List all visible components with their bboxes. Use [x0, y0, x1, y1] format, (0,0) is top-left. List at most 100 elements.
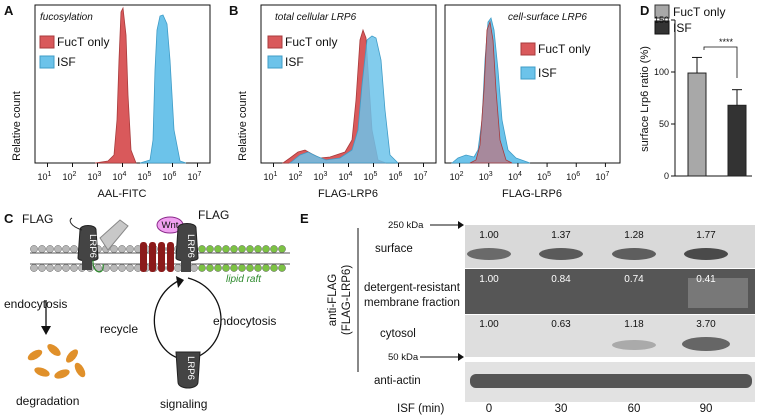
degradation-label: degradation [16, 394, 79, 408]
lipid-head [30, 264, 38, 272]
flag-label-right: FLAG [198, 208, 229, 222]
lipid-head [230, 245, 238, 253]
lipid-head [278, 245, 286, 253]
x-tick-label: 105 [138, 171, 152, 182]
panel-b-surface-xlabel: FLAG-LRP6 [502, 188, 562, 200]
legend-d-fuct-label: FucT only [673, 5, 725, 19]
bar [727, 104, 747, 177]
lrp6-label-left: LRP6 [87, 234, 98, 258]
panel-a-plot [34, 4, 211, 164]
lipid-head [62, 264, 70, 272]
lipid-head [110, 245, 118, 253]
isf-min-label: ISF (min) [397, 403, 444, 415]
timepoint-label: 0 [486, 403, 492, 415]
panel-c-label: C [4, 211, 14, 226]
panel-b-surface-frame [444, 4, 621, 164]
lipid-head [30, 245, 38, 253]
panel-b-ylabel: Relative count [237, 91, 249, 161]
lipid-head [278, 264, 286, 272]
lipid-head [46, 264, 54, 272]
blot-value: 1.00 [479, 274, 499, 285]
lrp6-receptor-left: LRP6 [69, 217, 99, 270]
ligand-wedge [99, 219, 129, 251]
lipid-head [214, 264, 222, 272]
lipid-head [230, 264, 238, 272]
lipid-head [254, 245, 262, 253]
panel-d-bar-chart: 0 50 100 150 [654, 15, 752, 181]
lipid-head [246, 245, 254, 253]
lipid-head [198, 245, 206, 253]
lipid-head [62, 245, 70, 253]
lipid-head [206, 264, 214, 272]
x-tick-label: 102 [289, 171, 303, 182]
x-tick-label: 101 [264, 171, 278, 182]
x-tick-label: 107 [595, 171, 609, 182]
x-tick-label: 104 [113, 171, 127, 182]
blot-drm [465, 269, 755, 314]
degradation-fragments [27, 344, 86, 379]
antibody-label-line1: anti-FLAG [327, 274, 339, 326]
panel-b-total-isf-histogram [288, 35, 399, 164]
lipid-head [46, 245, 54, 253]
marker-250-label: 250 kDa [388, 220, 424, 231]
x-tick-label: 102 [63, 171, 77, 182]
lrp6-label-right: LRP6 [185, 234, 196, 258]
recycle-loop [153, 276, 222, 361]
lipid-head [214, 245, 222, 253]
lipid-head [262, 264, 270, 272]
legend-d-isf-label: ISF [673, 21, 692, 35]
lipid-head [118, 264, 126, 272]
lipid-head [262, 245, 270, 253]
signaling-label: signaling [160, 397, 207, 411]
lipid-head [270, 245, 278, 253]
panel-a-label: A [4, 3, 14, 18]
x-tick-label: 103 [88, 171, 102, 182]
blot-value: 1.00 [479, 230, 499, 241]
panel-a-xticks: 101 102 103 104 105 106 107 [38, 163, 202, 182]
blot-value: 3.70 [696, 319, 716, 330]
panel-e-label: E [300, 211, 309, 226]
x-tick-label: 103 [314, 171, 328, 182]
legend-b-isf-swatch [267, 55, 283, 69]
blot-value: 0.41 [696, 274, 716, 285]
panel-b-label: B [229, 3, 238, 18]
x-tick-label: 104 [508, 171, 522, 182]
lipid-head [70, 245, 78, 253]
blot-value: 1.28 [624, 230, 644, 241]
significance-bracket [703, 46, 738, 78]
x-tick-label: 105 [537, 171, 551, 182]
legend-b2-fuct-swatch [520, 42, 536, 56]
panel-d-label: D [640, 3, 649, 18]
x-tick-label: 104 [339, 171, 353, 182]
lipid-head [118, 245, 126, 253]
y-tick-label: 50 [659, 119, 669, 129]
row-actin-label: anti-actin [374, 375, 421, 387]
legend-b2-isf-swatch [520, 66, 536, 80]
lipid-head [222, 264, 230, 272]
blot-value: 1.77 [696, 230, 716, 241]
lipid-head [238, 245, 246, 253]
panel-a-fuct-histogram [94, 6, 137, 164]
green-loop [92, 259, 104, 273]
panel-b-total-xticks: 101 102 103 104 105 106 107 [264, 163, 428, 182]
x-tick-label: 103 [479, 171, 493, 182]
row-drm-label-1: detergent-resistant [364, 282, 461, 294]
panel-b-surface-xticks: 102 103 104 105 106 107 [450, 163, 609, 182]
lipid-head [38, 264, 46, 272]
lipid-raft-label: lipid raft [226, 274, 262, 285]
significance-label: **** [719, 37, 734, 47]
panel-b-surface-subtitle: cell-surface LRP6 [508, 12, 587, 23]
blot-cytosol [465, 315, 755, 357]
legend-b-isf-label: ISF [285, 55, 304, 69]
x-tick-label: 107 [414, 171, 428, 182]
legend-b-fuct-swatch [267, 35, 283, 49]
cd-transmembrane-proteins [140, 242, 174, 272]
panel-a-subtitle: fucosylation [40, 12, 93, 23]
panel-b-surface-plot [444, 4, 621, 164]
legend-d-isf-swatch [654, 20, 670, 35]
row-surface-label: surface [375, 243, 413, 255]
blot-value: 1.00 [479, 319, 499, 330]
panel-b-total-frame [260, 4, 437, 164]
lipid-head [110, 264, 118, 272]
